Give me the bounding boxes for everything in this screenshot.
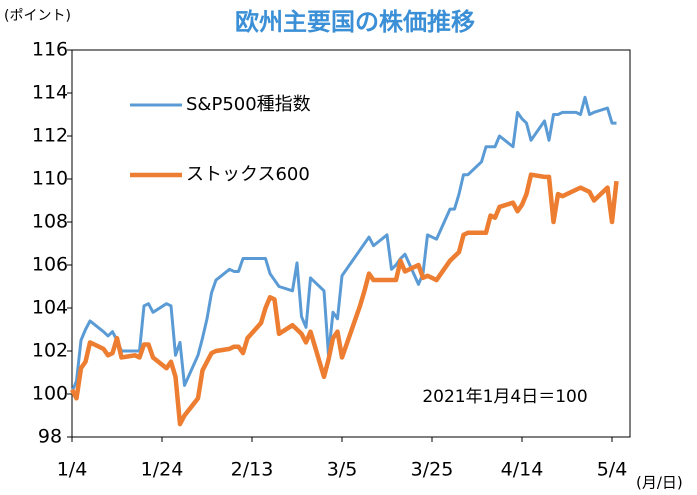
x-tick-label: 5/4	[597, 459, 628, 481]
x-tick-label: 2/13	[231, 459, 274, 481]
x-tick-label: 3/25	[411, 459, 454, 481]
x-axis-label: (月/日)	[636, 474, 683, 492]
y-tick-label: 114	[32, 82, 68, 104]
series-line	[70, 172, 619, 427]
x-tick-label: 1/24	[141, 459, 184, 481]
y-tick-label: 104	[32, 297, 68, 319]
y-tick-label: 112	[32, 125, 68, 147]
series-line	[70, 95, 617, 393]
y-tick-label: 116	[32, 39, 68, 61]
plot-frame	[71, 49, 631, 438]
x-tick-label: 3/5	[327, 459, 358, 481]
legend-label: S&P500種指数	[186, 94, 311, 115]
y-axis-label: (ポイント)	[4, 8, 71, 24]
y-tick-label: 100	[32, 383, 68, 405]
legend-label: ストックス600	[186, 164, 310, 185]
x-tick-label: 1/4	[57, 459, 88, 481]
y-tick-label: 98	[38, 426, 62, 448]
chart-title: 欧州主要国の株価推移	[235, 8, 475, 36]
y-tick-label: 102	[32, 340, 68, 362]
y-tick-label: 106	[32, 254, 68, 276]
y-tick-label: 108	[32, 211, 68, 233]
x-tick-label: 4/14	[501, 459, 544, 481]
y-tick-label: 110	[32, 168, 68, 190]
annotation: 2021年1月4日＝100	[422, 387, 587, 407]
